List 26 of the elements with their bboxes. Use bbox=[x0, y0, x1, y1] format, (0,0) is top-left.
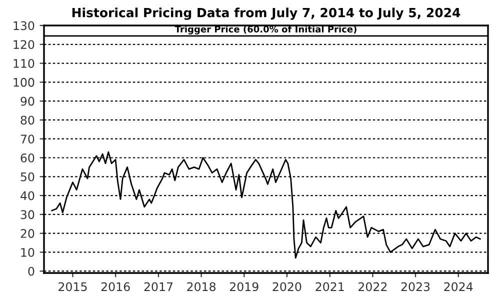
x-tick-label: 2019 bbox=[230, 282, 258, 292]
y-tick-label: 110 bbox=[14, 59, 34, 68]
y-tick-label: 40 bbox=[20, 191, 34, 200]
x-tick-label: 2024 bbox=[444, 282, 473, 292]
y-tick-label: 70 bbox=[20, 134, 34, 144]
x-tick-label: 2020 bbox=[272, 282, 302, 292]
y-tick-label: 0 bbox=[28, 266, 34, 276]
y-tick-label: 50 bbox=[20, 172, 34, 182]
x-tick-label: 2022 bbox=[358, 282, 387, 292]
x-tick-label: 2021 bbox=[316, 282, 344, 292]
y-tick-label: 60 bbox=[20, 153, 34, 162]
y-tick-label: 30 bbox=[20, 210, 34, 220]
y-tick-label: 100 bbox=[14, 78, 34, 87]
x-tick-label: 2017 bbox=[144, 282, 173, 292]
x-tick-label: 2018 bbox=[187, 282, 216, 292]
y-tick-label: 80 bbox=[20, 116, 34, 125]
x-tick-label: 2016 bbox=[101, 282, 130, 292]
x-tick-label: 2015 bbox=[58, 282, 87, 292]
chart-title: Historical Pricing Data from July 7, 2014 to July 5, 2024 bbox=[72, 8, 460, 20]
y-tick-label: 120 bbox=[14, 40, 34, 50]
y-tick-label: 130 bbox=[14, 21, 34, 30]
y-tick-label: 90 bbox=[20, 96, 34, 106]
x-tick-label: 2023 bbox=[401, 282, 430, 292]
y-tick-label: 10 bbox=[21, 248, 34, 257]
y-tick-label: 20 bbox=[20, 229, 34, 238]
ref-line-label: Trigger Price (60.0% of Initial Price) bbox=[174, 26, 356, 34]
